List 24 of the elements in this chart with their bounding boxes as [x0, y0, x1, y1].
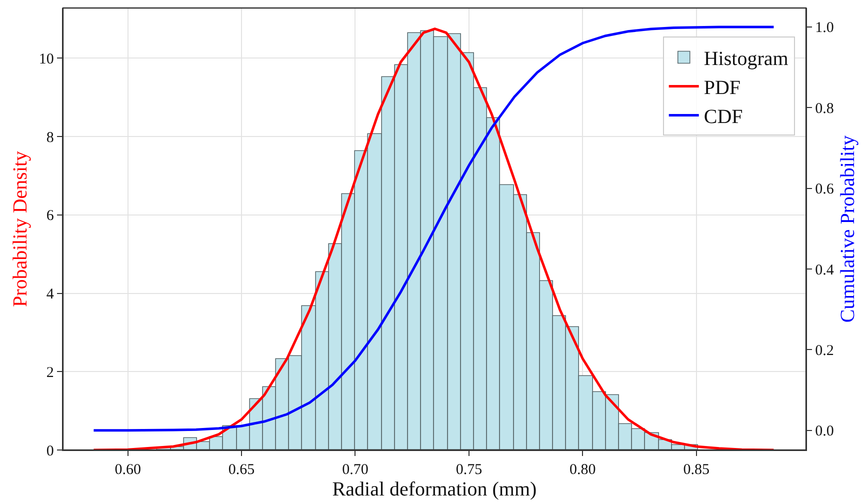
- y-tick-label: 2: [46, 364, 54, 381]
- legend-label: PDF: [704, 77, 741, 100]
- y2-tick-label: 0.0: [815, 424, 834, 440]
- y2-tick-label: 0.6: [815, 182, 834, 198]
- y2-tick-label: 0.2: [815, 342, 834, 359]
- y2-axis-title: Cumulative Probability: [836, 135, 859, 323]
- y-tick-label: 6: [46, 208, 54, 224]
- y-tick-label: 0: [46, 443, 54, 460]
- x-tick-label: 0.70: [342, 462, 368, 478]
- y2-tick-label: 0.8: [815, 100, 834, 117]
- x-tick-label: 0.65: [228, 462, 255, 478]
- y-axis-title: Probability Density: [9, 150, 32, 308]
- legend-label: CDF: [704, 106, 743, 128]
- x-tick-label: 0.75: [456, 462, 482, 478]
- y2-tick-label: 0.4: [815, 262, 834, 278]
- x-tick-label: 0.85: [683, 462, 710, 478]
- x-axis-title: Radial deformation (mm): [332, 478, 537, 501]
- legend-label: Histogram: [704, 48, 789, 70]
- y-tick-label: 8: [46, 130, 54, 146]
- x-tick-label: 0.60: [114, 462, 141, 478]
- x-tick-label: 0.80: [570, 462, 596, 478]
- y-tick-label: 10: [38, 51, 54, 68]
- y-tick-label: 4: [46, 286, 54, 303]
- y2-tick-label: 1.0: [815, 20, 834, 36]
